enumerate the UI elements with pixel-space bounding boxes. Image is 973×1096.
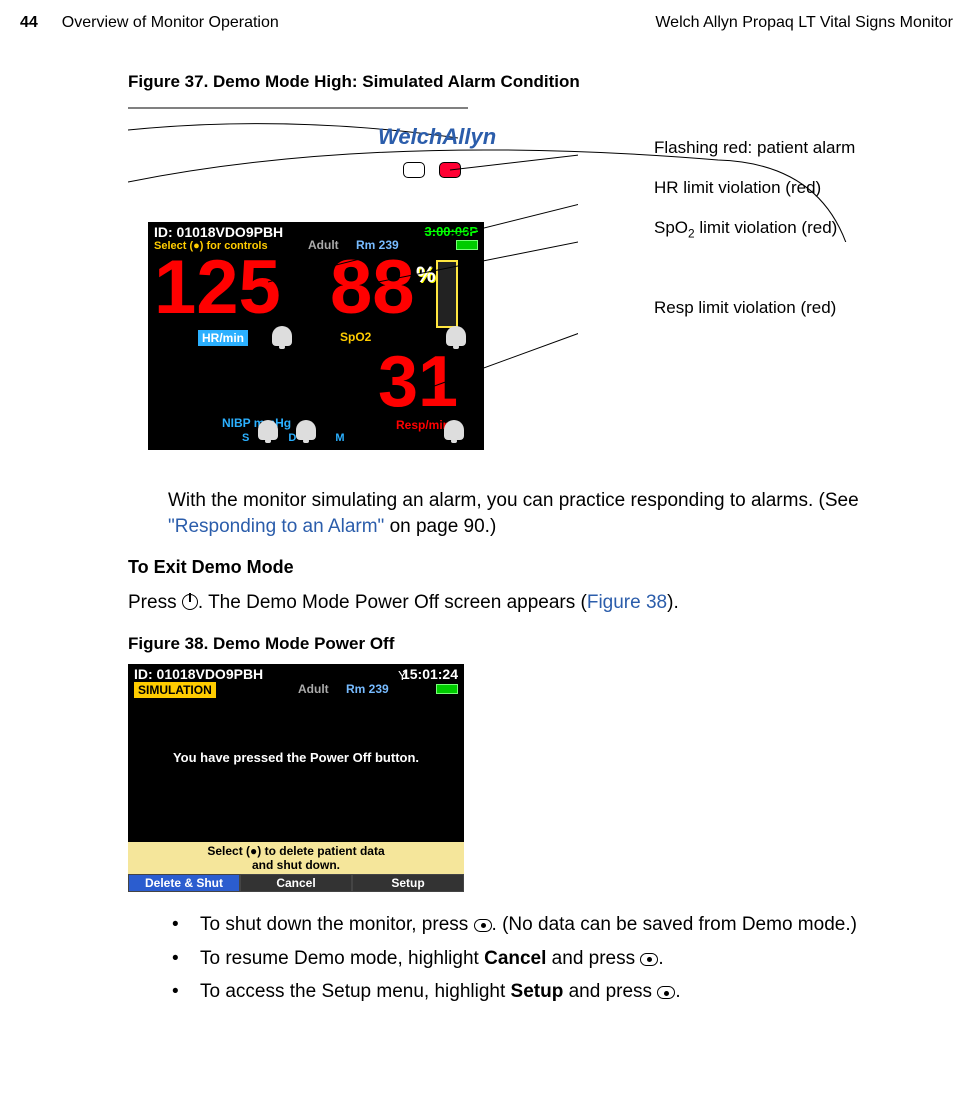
section-title: Overview of Monitor Operation — [62, 14, 279, 31]
instruction-list: To shut down the monitor, press . (No da… — [172, 912, 923, 1005]
page-number: 44 — [20, 14, 38, 31]
simulation-badge: SIMULATION — [134, 682, 216, 698]
setup-button[interactable]: Setup — [352, 874, 464, 892]
select-button-icon — [657, 986, 675, 999]
delete-shutdown-button[interactable]: Delete & Shut Down — [128, 874, 240, 892]
figure38-title: Figure 38. Demo Mode Power Off — [128, 634, 923, 654]
link-figure38[interactable]: Figure 38 — [587, 592, 667, 613]
annotation-hr: HR limit violation (red) — [654, 178, 821, 198]
yellow-instruction-bar: Select (●) to delete patient data and sh… — [128, 842, 464, 874]
monitor-screen-38: ID: 01018VDO9PBH SIMULATION Adult Rm 239… — [128, 664, 464, 892]
annotation-lines — [128, 102, 578, 462]
figure37: WelchAllyn ID: 01018VDO9PBH Select (●) f… — [128, 102, 923, 472]
clock: 15:01:24 — [402, 666, 458, 682]
list-item: To shut down the monitor, press . (No da… — [172, 912, 923, 938]
list-item: To access the Setup menu, highlight Setu… — [172, 979, 923, 1005]
figure37-title: Figure 37. Demo Mode High: Simulated Ala… — [128, 72, 923, 92]
select-button-icon — [640, 953, 658, 966]
list-item: To resume Demo mode, highlight Cancel an… — [172, 946, 923, 972]
figure37-annotations: Flashing red: patient alarm HR limit vio… — [498, 102, 948, 452]
power-off-message: You have pressed the Power Off button. — [128, 750, 464, 765]
paragraph-1: With the monitor simulating an alarm, yo… — [168, 488, 923, 539]
annotation-resp: Resp limit violation (red) — [654, 298, 836, 318]
annotation-spo2: SpO2 limit violation (red) — [654, 218, 837, 240]
room-label: Rm 239 — [346, 682, 389, 696]
main-content: Figure 37. Demo Mode High: Simulated Ala… — [0, 32, 973, 1005]
soft-buttons: Delete & Shut Down Cancel Setup — [128, 874, 464, 892]
product-name: Welch Allyn Propaq LT Vital Signs Monito… — [655, 14, 953, 32]
exit-paragraph: Press . The Demo Mode Power Off screen a… — [128, 590, 923, 616]
link-responding-alarm[interactable]: "Responding to an Alarm" — [168, 516, 384, 537]
patient-id: ID: 01018VDO9PBH — [134, 666, 263, 682]
cancel-button[interactable]: Cancel — [240, 874, 352, 892]
page-header: 44 Overview of Monitor Operation Welch Al… — [0, 0, 973, 32]
exit-demo-heading: To Exit Demo Mode — [128, 557, 923, 578]
header-left: 44 Overview of Monitor Operation — [20, 14, 279, 32]
patient-type: Adult — [298, 682, 329, 696]
select-button-icon — [474, 919, 492, 932]
annotation-alarm: Flashing red: patient alarm — [654, 138, 855, 158]
power-icon — [182, 594, 198, 610]
battery-icon — [436, 684, 458, 694]
